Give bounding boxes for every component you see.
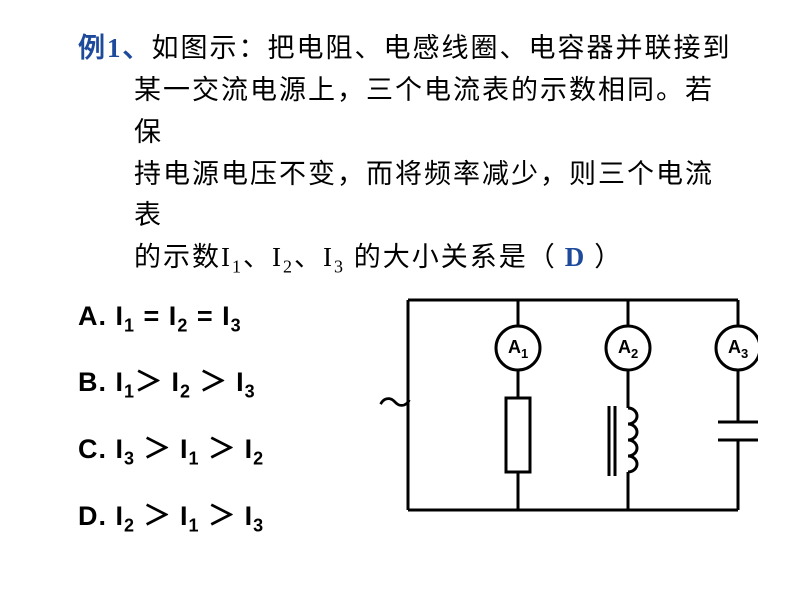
capacitor-icon [718, 410, 758, 452]
q-line2: 某一交流电源上，三个电流表的示数相同。若保 [78, 70, 740, 154]
answer-letter: D [565, 242, 587, 272]
circuit-diagram: ～ A 1 A 2 A 3 [368, 280, 758, 560]
ac-source-icon: ～ [378, 385, 412, 423]
svg-text:A: A [618, 337, 631, 357]
question-text: 例1、如图示：把电阻、电感线圈、电容器并联接到 某一交流电源上，三个电流表的示数… [78, 28, 740, 279]
svg-text:A: A [508, 337, 521, 357]
q-line3: 持电源电压不变，而将频率减少，则三个电流表 [78, 154, 740, 238]
resistor-icon [506, 398, 530, 472]
example-label: 例1、 [78, 33, 152, 63]
svg-text:3: 3 [741, 346, 748, 361]
q-line1: 如图示：把电阻、电感线圈、电容器并联接到 [152, 33, 732, 63]
svg-text:1: 1 [521, 346, 528, 361]
svg-text:A: A [728, 337, 741, 357]
inductor-icon [609, 398, 637, 476]
svg-text:2: 2 [631, 346, 638, 361]
